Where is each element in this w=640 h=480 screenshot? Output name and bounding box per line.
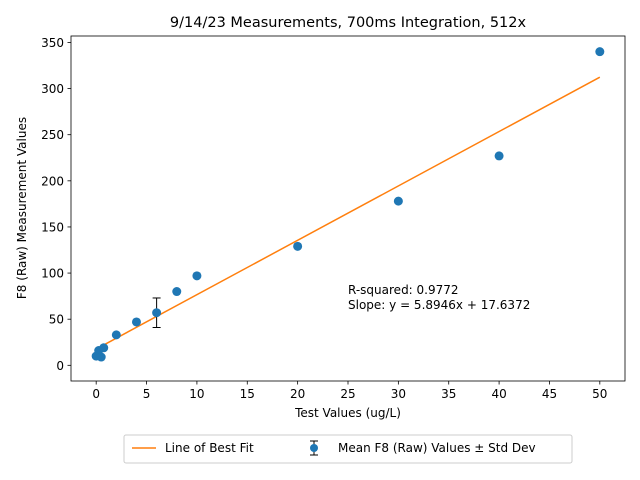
x-tick-label: 25	[340, 387, 355, 401]
y-tick-label: 350	[41, 36, 64, 50]
x-tick-label: 45	[542, 387, 557, 401]
data-point	[595, 47, 605, 57]
y-tick-label: 150	[41, 220, 64, 234]
x-tick-label: 40	[491, 387, 506, 401]
x-tick-label: 5	[143, 387, 151, 401]
data-point	[131, 317, 141, 327]
legend-label-mean-values: Mean F8 (Raw) Values ± Std Dev	[338, 441, 536, 455]
y-tick-label: 300	[41, 82, 64, 96]
x-tick-label: 35	[441, 387, 456, 401]
legend-errorbar-swatch	[310, 440, 318, 456]
data-point	[494, 151, 504, 161]
legend-box	[123, 434, 573, 464]
data-point	[192, 271, 202, 281]
x-axis: 0 5 10 15 20 25 30 35 40 45 50	[92, 381, 607, 401]
data-point	[111, 330, 121, 340]
plot-frame	[70, 35, 626, 382]
data-point	[393, 196, 403, 206]
x-tick-label: 30	[391, 387, 406, 401]
data-point	[172, 287, 182, 297]
plot-area: 0 5 10 15 20 25 30 35 40 45 50 0 50 100 150 200 250 300 3…	[41, 35, 626, 401]
x-tick-label: 0	[92, 387, 100, 401]
data-point	[152, 308, 162, 318]
data-point	[293, 241, 303, 251]
legend-label-best-fit: Line of Best Fit	[165, 441, 254, 455]
data-point	[99, 343, 109, 353]
y-tick-label: 0	[56, 359, 64, 373]
best-fit-line	[95, 76, 601, 350]
best-fit-line-group	[95, 76, 601, 350]
r-squared-annotation: R-squared: 0.9772	[348, 283, 459, 297]
x-tick-label: 20	[290, 387, 305, 401]
legend: Line of Best Fit Mean F8 (Raw) Values ± …	[123, 434, 573, 464]
x-tick-label: 15	[240, 387, 255, 401]
y-tick-label: 250	[41, 128, 64, 142]
x-tick-label: 50	[592, 387, 607, 401]
y-tick-label: 200	[41, 174, 64, 188]
chart-title: 9/14/23 Measurements, 700ms Integration,…	[170, 15, 527, 31]
y-tick-label: 50	[49, 313, 64, 327]
x-axis-label: Test Values (ug/L)	[294, 406, 401, 420]
y-axis-label: F8 (Raw) Measurement Values	[15, 117, 29, 299]
data-point	[96, 352, 106, 362]
slope-annotation: Slope: y = 5.8946x + 17.6372	[348, 298, 530, 312]
y-axis: 0 50 100 150 200 250 300 350	[41, 36, 71, 373]
x-tick-label: 10	[189, 387, 204, 401]
y-tick-label: 100	[41, 267, 64, 281]
points-group	[91, 47, 605, 362]
